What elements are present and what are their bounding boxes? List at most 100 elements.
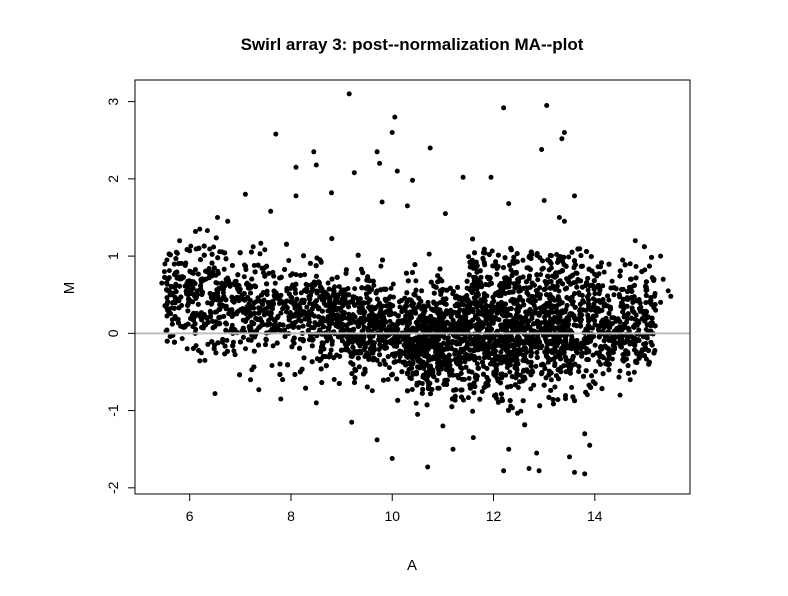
data-point	[601, 269, 607, 275]
data-point	[589, 373, 595, 379]
data-point	[366, 357, 372, 362]
data-point	[512, 382, 518, 388]
data-point	[234, 295, 240, 301]
data-point	[649, 254, 654, 260]
data-point	[257, 308, 263, 314]
chart-title: Swirl array 3: post--normalization MA--p…	[241, 35, 584, 54]
data-point	[466, 375, 472, 381]
data-point	[215, 280, 220, 286]
data-point	[310, 302, 316, 308]
data-point	[512, 281, 517, 287]
data-point	[481, 246, 487, 252]
data-point	[316, 305, 321, 311]
data-point	[381, 358, 387, 364]
data-point	[572, 291, 577, 297]
data-point	[546, 394, 552, 400]
data-point	[343, 270, 349, 276]
data-point	[224, 337, 230, 343]
data-point	[377, 342, 383, 348]
data-point	[280, 306, 286, 312]
data-point	[548, 377, 554, 383]
data-point	[563, 356, 569, 362]
data-point	[282, 267, 288, 272]
data-point	[585, 275, 591, 281]
data-point	[357, 296, 363, 302]
data-point	[505, 384, 510, 390]
data-point	[416, 303, 422, 309]
data-point	[377, 361, 383, 367]
data-point	[313, 273, 319, 279]
data-point	[346, 292, 352, 298]
data-point	[597, 287, 603, 293]
data-point	[209, 251, 215, 257]
data-point	[374, 296, 380, 302]
data-point	[552, 384, 558, 390]
data-point	[211, 291, 217, 297]
data-point	[476, 355, 482, 361]
data-point	[464, 339, 470, 345]
data-point	[404, 290, 410, 296]
data-point	[314, 290, 320, 296]
data-point	[462, 359, 468, 365]
data-point	[420, 386, 426, 392]
data-point	[309, 359, 315, 365]
data-point	[495, 252, 501, 258]
data-point	[266, 270, 272, 276]
data-point	[575, 246, 581, 252]
data-point	[514, 259, 520, 265]
data-point	[435, 273, 441, 279]
data-point	[590, 296, 596, 302]
data-point	[278, 292, 284, 298]
data-point	[291, 335, 297, 341]
data-point	[261, 297, 267, 303]
data-point	[531, 382, 537, 388]
data-point	[355, 252, 361, 258]
data-point	[493, 343, 499, 349]
data-point	[221, 313, 227, 319]
data-point	[243, 263, 248, 269]
data-point	[535, 277, 541, 283]
data-point	[547, 279, 552, 285]
data-point	[467, 287, 473, 293]
data-point	[465, 395, 471, 401]
data-point	[166, 268, 172, 274]
data-point	[630, 299, 636, 305]
data-point	[620, 352, 626, 358]
data-point	[222, 283, 228, 289]
data-point	[629, 305, 635, 311]
data-point	[291, 340, 297, 346]
data-point	[272, 280, 278, 286]
data-point	[164, 280, 170, 286]
data-point	[510, 289, 516, 295]
data-point	[623, 314, 629, 320]
data-point	[256, 387, 262, 393]
data-point	[577, 312, 583, 318]
data-point	[260, 302, 266, 308]
data-point	[314, 356, 320, 362]
data-point	[353, 368, 359, 373]
data-point	[549, 295, 555, 301]
data-point	[643, 327, 649, 332]
data-point	[574, 284, 580, 290]
data-point	[601, 338, 607, 344]
data-point	[550, 401, 556, 407]
data-point	[299, 297, 305, 303]
data-point	[501, 313, 507, 319]
data-point	[486, 355, 492, 360]
data-point	[435, 385, 441, 391]
data-point	[301, 253, 306, 259]
data-point	[262, 247, 268, 253]
data-point	[346, 311, 352, 317]
data-point	[552, 363, 558, 369]
data-point	[625, 289, 630, 295]
data-point	[611, 292, 617, 298]
data-point	[445, 335, 451, 341]
data-point	[237, 372, 243, 378]
data-point	[399, 369, 405, 375]
data-point	[555, 397, 561, 403]
data-point	[472, 323, 478, 329]
data-point	[169, 321, 175, 327]
data-point	[173, 289, 179, 295]
data-point	[537, 403, 543, 409]
data-point	[394, 376, 400, 382]
